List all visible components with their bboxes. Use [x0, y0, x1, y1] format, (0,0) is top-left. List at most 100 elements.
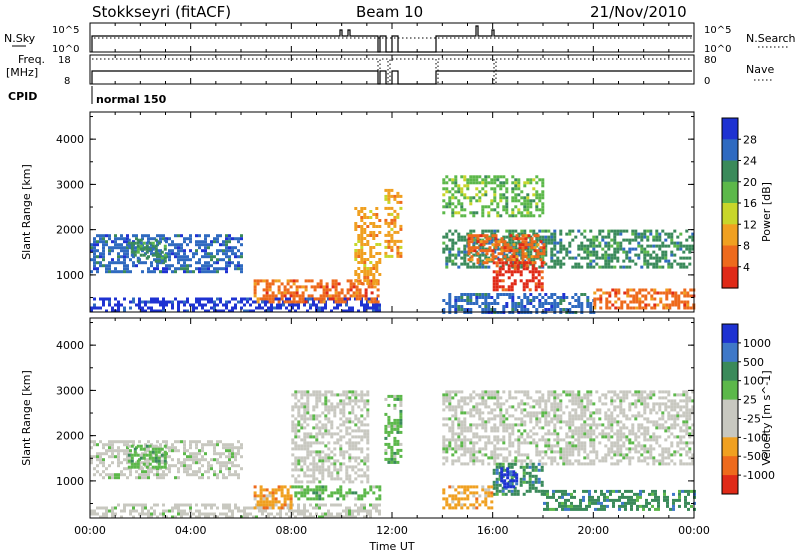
power-cell: [144, 309, 147, 313]
velocity-cell: [535, 450, 539, 454]
power-cell: [658, 232, 662, 236]
power-cell: [544, 308, 548, 311]
velocity-cell: [637, 411, 641, 415]
velocity-cell: [592, 441, 596, 445]
power-cell: [120, 243, 123, 247]
power-cell: [96, 234, 99, 238]
velocity-cell: [259, 494, 263, 498]
power-cell: [93, 246, 96, 250]
velocity-cell: [493, 429, 497, 433]
power-cell: [604, 250, 608, 254]
power-cell: [370, 300, 374, 304]
power-cell: [481, 205, 485, 209]
velocity-cell: [363, 456, 367, 460]
power-cell: [231, 246, 234, 250]
power-cell: [496, 205, 500, 209]
power-cell: [132, 234, 135, 238]
power-cell: [387, 191, 391, 195]
velocity-cell: [481, 423, 485, 427]
power-cell: [682, 262, 686, 266]
velocity-cell: [186, 470, 189, 474]
power-cell: [521, 240, 525, 244]
power-cell: [583, 244, 587, 248]
velocity-cell: [460, 420, 464, 424]
power-cell: [550, 296, 554, 299]
power-cell: [321, 309, 324, 313]
velocity-cell: [309, 444, 313, 448]
power-cell: [292, 297, 296, 301]
velocity-cell: [559, 456, 563, 460]
velocity-cell: [300, 465, 304, 469]
power-cell: [399, 224, 403, 228]
power-cell: [396, 200, 400, 204]
velocity-cell: [297, 468, 301, 472]
power-cell: [574, 256, 578, 260]
power-ytick-label: 1000: [56, 269, 84, 282]
velocity-cell: [396, 439, 400, 443]
power-cell: [234, 255, 237, 259]
power-cell: [526, 199, 530, 203]
velocity-cell: [664, 447, 668, 451]
power-cell: [246, 297, 249, 301]
power-cell: [463, 262, 467, 266]
velocity-cell: [216, 443, 219, 447]
power-cell: [511, 247, 515, 251]
velocity-cell: [628, 432, 632, 436]
velocity-cell: [151, 459, 155, 463]
power-cell: [354, 225, 358, 228]
power-cell: [277, 300, 281, 304]
velocity-cell: [265, 506, 269, 510]
velocity-cell: [312, 506, 315, 510]
power-cell: [370, 297, 374, 301]
velocity-cell: [399, 415, 403, 419]
power-cell: [641, 288, 645, 292]
power-cell: [259, 297, 263, 301]
date-title: 21/Nov/2010: [590, 3, 687, 21]
power-cell: [372, 234, 376, 237]
power-cell: [151, 244, 155, 248]
power-cell: [481, 214, 485, 218]
power-cell: [470, 258, 474, 262]
velocity-cell: [580, 462, 584, 466]
velocity-cell: [339, 438, 343, 442]
power-cell: [159, 270, 162, 274]
velocity-cell: [357, 462, 361, 466]
power-cell: [496, 184, 500, 188]
power-cell: [265, 279, 269, 283]
power-cell: [249, 303, 252, 307]
velocity-cell: [312, 456, 316, 460]
power-cell: [325, 282, 329, 286]
power-cell: [277, 288, 281, 292]
velocity-cell: [315, 423, 319, 427]
velocity-cell: [445, 390, 449, 394]
power-cell: [102, 234, 105, 238]
velocity-cell: [580, 414, 584, 418]
velocity-cell: [454, 414, 458, 418]
velocity-cell: [577, 399, 581, 403]
power-cell: [213, 303, 216, 307]
power-cell: [571, 229, 575, 233]
velocity-cell: [345, 393, 349, 397]
power-cell: [509, 258, 513, 262]
velocity-cell: [133, 453, 137, 457]
velocity-cell: [366, 465, 370, 469]
velocity-cell: [309, 462, 313, 466]
velocity-cell: [454, 417, 458, 421]
velocity-cell: [126, 476, 129, 480]
power-cell: [234, 306, 237, 310]
velocity-cell: [225, 464, 228, 468]
velocity-cell: [493, 447, 497, 451]
velocity-cell: [277, 485, 281, 489]
velocity-cell: [390, 421, 394, 425]
power-cell: [526, 250, 530, 254]
velocity-cell: [315, 506, 318, 510]
velocity-cell: [253, 491, 257, 495]
velocity-cell: [225, 455, 228, 459]
power-cell: [550, 253, 554, 257]
velocity-cell: [96, 464, 99, 468]
velocity-cell: [369, 509, 372, 513]
velocity-cell: [475, 459, 479, 463]
velocity-cell: [300, 402, 304, 406]
power-cell: [467, 243, 471, 247]
power-cell: [159, 237, 162, 241]
